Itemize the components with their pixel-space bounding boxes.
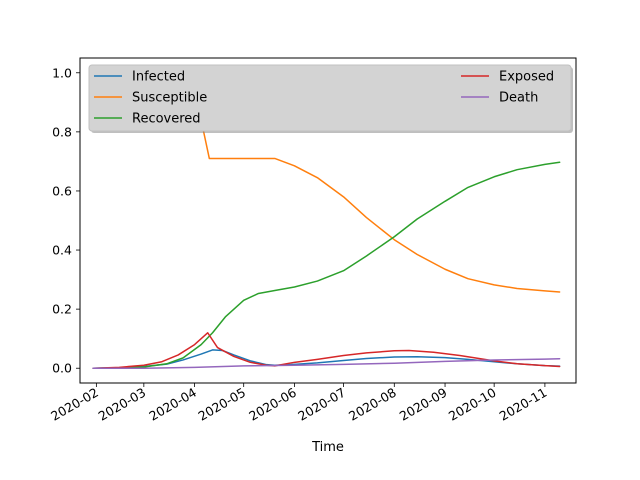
legend-box xyxy=(88,64,572,132)
series-line-death xyxy=(92,358,561,369)
legend-label-recovered: Recovered xyxy=(132,112,201,127)
y-tick-label: 0.4 xyxy=(52,243,72,258)
x-axis-title: Time xyxy=(311,440,344,455)
series-line-exposed xyxy=(92,332,561,369)
legend: Infected Susceptible Recovered Exposed Death xyxy=(88,64,573,133)
legend-label-death: Death xyxy=(499,91,538,106)
legend-label-susceptible: Susceptible xyxy=(132,91,207,106)
axes-frame xyxy=(79,57,577,384)
y-tick-label: 0.6 xyxy=(52,183,72,198)
y-tick-label: 0.2 xyxy=(52,302,72,317)
series-line-recovered xyxy=(92,161,561,369)
y-tick-label: 0.8 xyxy=(52,124,72,139)
legend-label-exposed: Exposed xyxy=(499,70,554,85)
legend-label-infected: Infected xyxy=(132,70,185,85)
plot-border xyxy=(79,57,577,384)
y-tick-label: 1.0 xyxy=(52,65,72,80)
y-tick-label: 0.0 xyxy=(52,361,72,376)
